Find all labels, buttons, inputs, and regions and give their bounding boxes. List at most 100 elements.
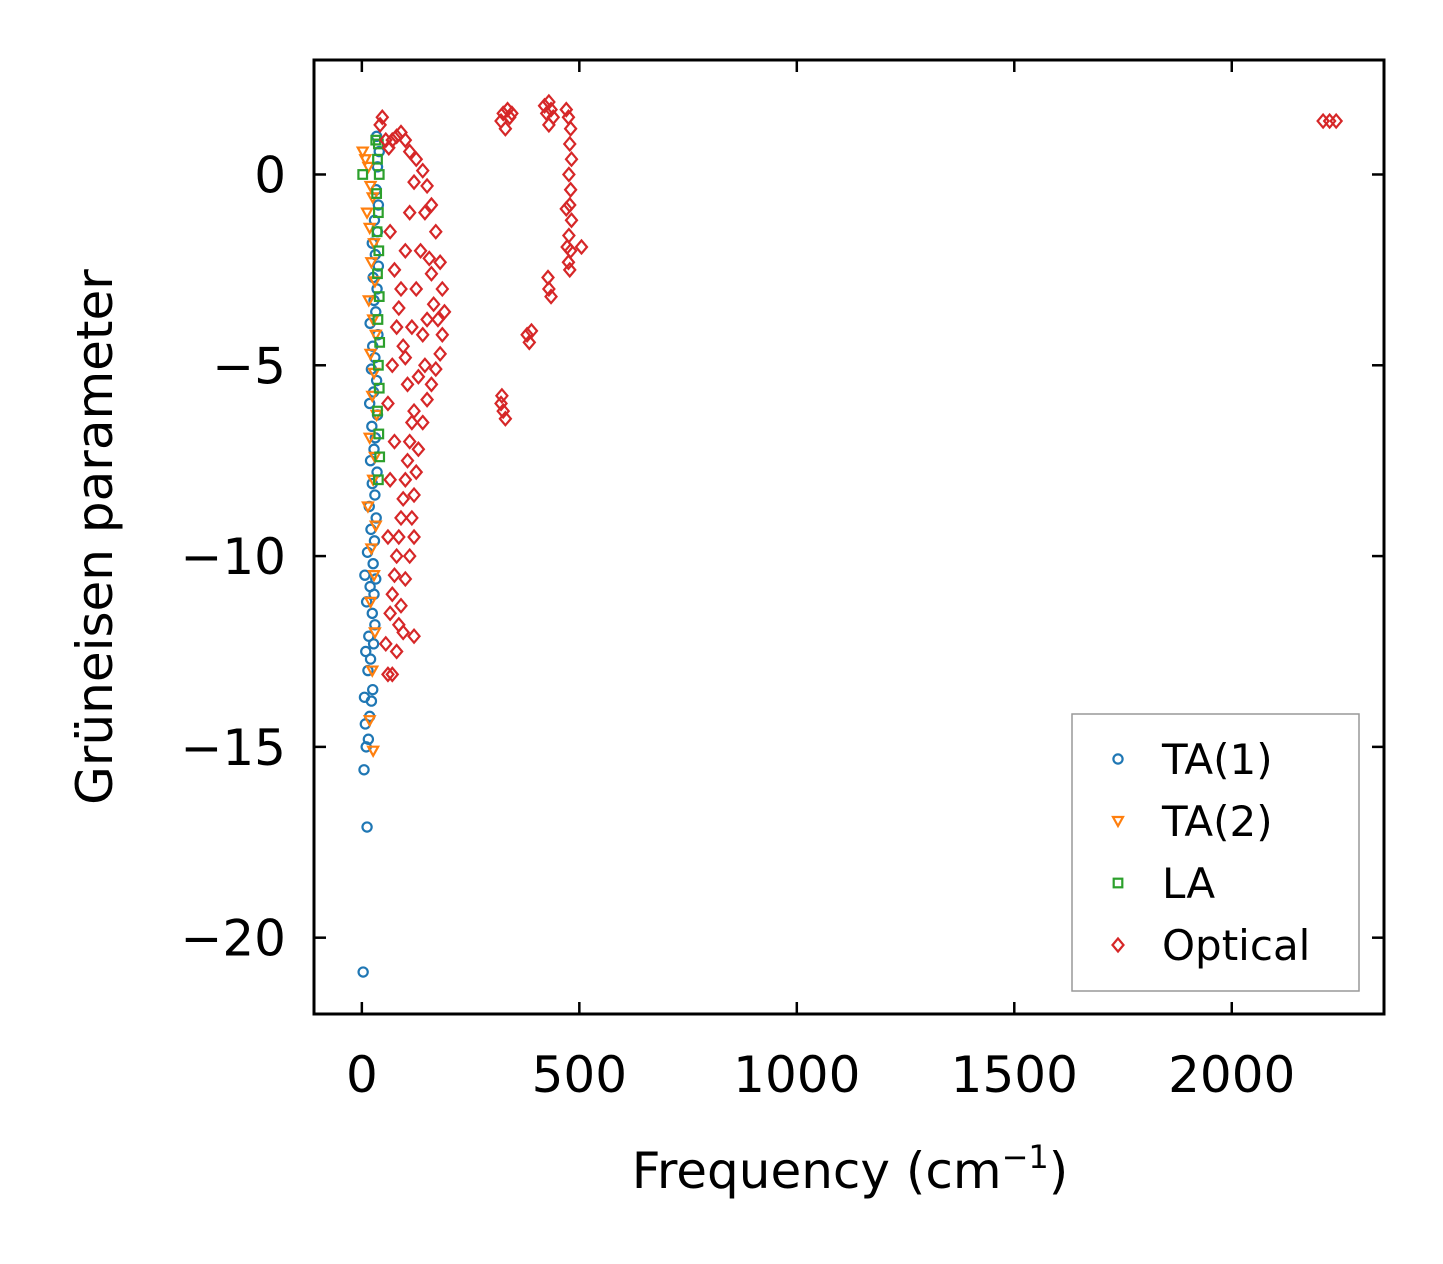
data-point [369,489,381,501]
data-point [1329,112,1344,130]
data-point [362,715,377,728]
data-point [402,433,417,450]
data-point [394,509,408,527]
data-point [389,128,404,145]
data-point [374,336,386,348]
data-point [562,135,577,153]
data-point [355,146,370,159]
data-point [404,414,419,431]
data-point [394,597,408,614]
data-point [368,520,383,533]
data-point [402,547,417,565]
data-point [368,329,383,343]
data-point [373,145,385,158]
data-point [363,348,378,362]
data-point [372,260,385,272]
data-point [409,463,424,481]
data-point [364,580,376,593]
data-point [373,169,385,180]
data-point [385,357,400,374]
data-point [541,269,555,286]
data-point [409,151,424,168]
data-point [362,432,377,446]
legend-marker [1112,753,1124,765]
legend-label: LA [1162,859,1215,908]
data-point [375,109,390,126]
y-tick-label: −15 [180,719,286,777]
y-axis-label: Grüneisen parameter [66,269,124,805]
data-point [359,569,371,581]
data-point [411,368,426,385]
data-point [358,764,370,776]
data-point [373,245,385,257]
data-point [357,966,369,978]
data-point [381,666,395,683]
data-point [420,311,435,328]
legend-label: Optical [1162,921,1310,970]
data-point [402,143,417,160]
data-point [407,402,421,420]
data-point [368,627,382,640]
data-point [435,280,450,298]
data-point [563,181,578,198]
data-point [396,490,411,508]
data-point [361,501,375,514]
data-point [411,441,426,458]
data-point [372,199,385,211]
legend-entry: Optical [1111,921,1310,970]
data-point [400,376,415,393]
data-point [364,543,379,556]
data-point [564,212,579,229]
data-point [541,93,556,111]
data-point [420,391,435,408]
data-point [370,374,383,387]
legend-marker [1111,936,1125,954]
data-point [371,188,383,199]
data-point [396,624,411,641]
data-point [560,238,575,256]
data-point [494,387,509,405]
data-point [413,242,428,260]
legend: TA(1) TA(2) LA Optical [1071,713,1360,992]
data-point [389,643,404,660]
data-point [415,326,430,343]
data-point [366,420,378,433]
data-point [435,326,450,343]
data-point [502,109,517,126]
data-point [385,666,400,683]
data-point [383,471,398,488]
data-point [385,131,400,149]
data-point [373,428,385,440]
data-point [422,250,437,267]
data-point [373,382,385,394]
data-point [372,268,383,280]
data-point [537,97,552,114]
x-tick-label: 500 [532,1046,627,1104]
data-point [361,821,373,833]
data-point [404,509,419,527]
data-point [373,291,385,302]
data-point [402,204,417,221]
data-point [358,691,371,703]
data-point [372,405,383,417]
series-la [357,134,386,486]
data-point [364,257,379,270]
data-point [504,105,519,122]
data-point [415,414,430,431]
data-point [372,314,384,325]
data-point [394,280,408,298]
data-point [498,120,513,137]
data-point [561,254,576,271]
data-point [363,397,376,410]
data-point [381,395,395,412]
y-tick-label: −5 [212,337,286,395]
data-point [544,101,558,118]
legend-box [1071,713,1360,992]
data-point [391,528,406,546]
x-axis-label-superscript: −1 [1002,1138,1049,1176]
axis-ticks: 0 500 1000 1500 2000 0 −5 −10 −15 −20 [180,60,1384,1104]
x-tick-label: 1000 [733,1046,860,1104]
data-point [544,288,558,305]
data-point [431,311,445,328]
data-point [363,596,378,610]
